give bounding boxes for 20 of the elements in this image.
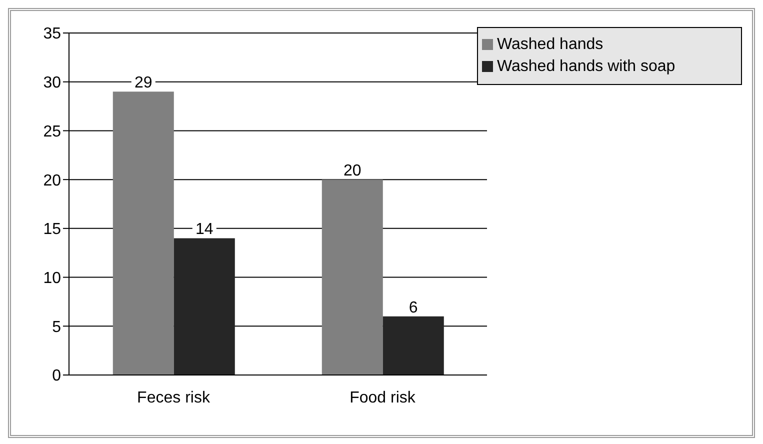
bar [174,238,235,375]
bar [112,92,174,375]
data-label: 29 [134,74,152,92]
y-tick-label: 20 [43,172,62,190]
y-tick-label: 35 [43,26,62,43]
y-tick-label: 25 [43,123,62,140]
data-label: 20 [343,162,362,180]
y-tick-label: 30 [43,74,62,92]
bar [382,316,444,375]
legend-label: Washed hands [497,36,604,53]
legend-label: Washed hands with soap [497,58,676,75]
bar [322,180,383,375]
x-tick-label: Food risk [350,389,416,406]
y-tick-label: 0 [52,368,62,385]
data-label: 6 [408,299,418,316]
x-tick-label: Feces risk [137,389,211,406]
data-label: 14 [195,221,214,238]
y-tick-label: 10 [43,270,62,287]
y-tick-label: 5 [52,318,62,336]
y-tick-label: 15 [43,221,62,238]
